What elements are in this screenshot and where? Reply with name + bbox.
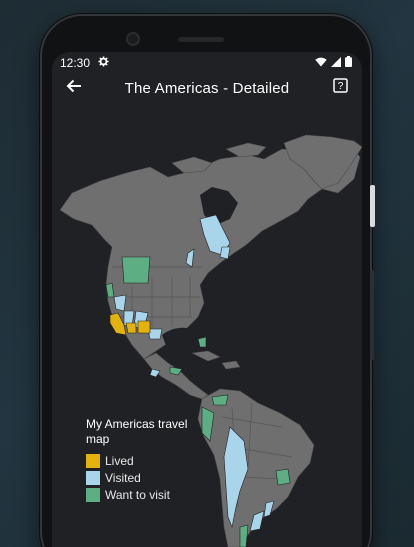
front-camera	[126, 32, 140, 46]
legend-swatch-visited	[86, 471, 100, 485]
greenland-land	[283, 134, 362, 190]
volume-rocker	[370, 270, 374, 360]
legend-item-lived: Lived	[86, 454, 206, 468]
map-legend: My Americas travel map Lived Visited Wan…	[86, 417, 206, 505]
legend-swatch-lived	[86, 454, 100, 468]
help-icon: ?	[332, 78, 348, 98]
caribbean-islands	[191, 350, 221, 362]
back-button[interactable]	[52, 79, 96, 98]
hudson-bay	[200, 187, 238, 225]
legend-title: My Americas travel map	[86, 417, 188, 446]
visited-regions	[113, 214, 275, 532]
settings-gear-icon	[98, 56, 109, 70]
gulf-of-mexico	[162, 327, 202, 357]
legend-item-want-to-visit: Want to visit	[86, 488, 206, 502]
screen: 12:30 The Americas - Detailed ?	[52, 52, 362, 547]
earpiece-speaker	[178, 37, 224, 42]
arctic-islands	[171, 156, 213, 174]
power-button	[370, 185, 375, 227]
north-america-land	[59, 146, 361, 360]
page-title: The Americas - Detailed	[124, 79, 290, 97]
legend-swatch-want-to-visit	[86, 488, 100, 502]
wifi-icon	[315, 56, 327, 70]
legend-item-visited: Visited	[86, 471, 206, 485]
legend-label-lived: Lived	[105, 454, 134, 468]
legend-label-visited: Visited	[105, 471, 141, 485]
want-to-visit-regions	[105, 256, 291, 547]
arrow-back-icon	[66, 79, 82, 98]
battery-icon	[345, 56, 352, 70]
americas-map[interactable]	[52, 107, 362, 547]
legend-label-want-to-visit: Want to visit	[105, 488, 170, 502]
status-bar: 12:30	[52, 52, 362, 74]
lived-regions	[109, 312, 151, 336]
svg-text:?: ?	[337, 81, 343, 92]
signal-icon	[331, 56, 341, 70]
help-button[interactable]: ?	[318, 78, 362, 98]
app-bar: The Americas - Detailed ?	[52, 74, 362, 102]
central-america-land	[143, 352, 209, 400]
map-borders	[59, 134, 362, 547]
status-time: 12:30	[60, 56, 91, 70]
